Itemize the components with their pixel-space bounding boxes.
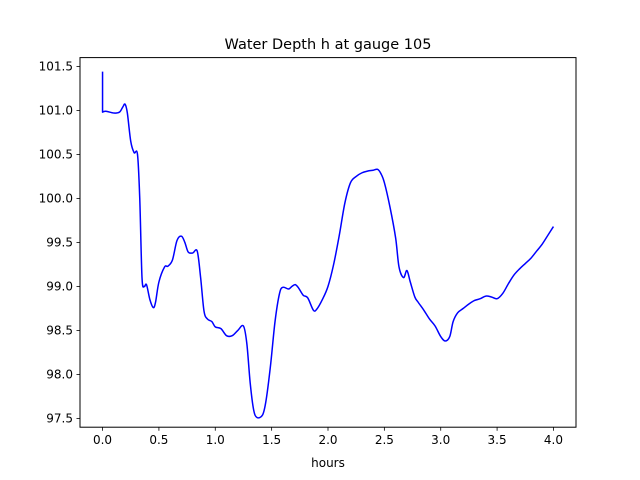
x-axis-label: hours <box>311 456 345 470</box>
y-tick-label: 100.5 <box>39 147 73 161</box>
y-tick-label: 101.0 <box>39 103 73 117</box>
x-tick-label: 1.0 <box>206 433 225 447</box>
series-line <box>101 71 555 419</box>
y-tick-label: 99.5 <box>46 235 73 249</box>
y-tick-label: 101.5 <box>39 59 73 73</box>
chart-title: Water Depth h at gauge 105 <box>225 37 432 53</box>
x-tick-label: 3.0 <box>431 433 450 447</box>
y-tick-label: 98.5 <box>46 323 73 337</box>
plot-line-layer <box>101 71 555 419</box>
x-tick-label: 3.5 <box>488 433 507 447</box>
x-axis: 0.0 0.5 1.0 1.5 2.0 2.5 3.0 3.5 4.0 <box>93 427 563 447</box>
x-tick-label: 2.5 <box>375 433 394 447</box>
x-tick-label: 1.5 <box>262 433 281 447</box>
x-tick-label: 2.0 <box>318 433 337 447</box>
y-tick-label: 99.0 <box>46 279 73 293</box>
y-tick-label: 100.0 <box>39 191 73 205</box>
x-tick-label: 0.5 <box>149 433 168 447</box>
y-tick-label: 98.0 <box>46 367 73 381</box>
x-tick-label: 0.0 <box>93 433 112 447</box>
plot-frame <box>79 57 577 428</box>
x-tick-label: 4.0 <box>544 433 563 447</box>
y-tick-label: 97.5 <box>46 411 73 425</box>
y-axis: 97.5 98.0 98.5 99.0 99.5 100.0 100.5 101.0 101.5 <box>39 59 80 425</box>
